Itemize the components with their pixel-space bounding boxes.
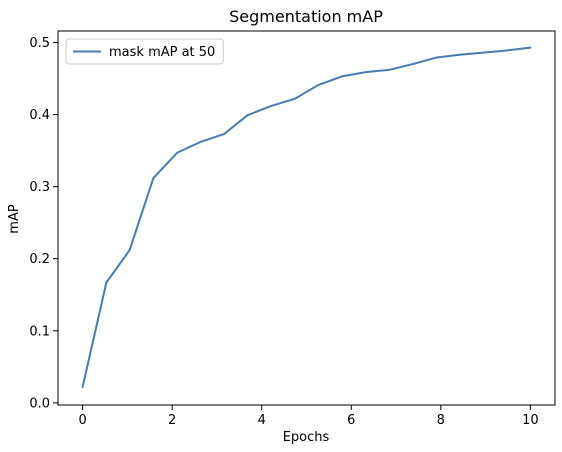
y-axis-label: mAP — [7, 204, 22, 234]
x-tick-label: 0 — [78, 413, 86, 428]
y-tick-label: 0.3 — [29, 180, 50, 195]
x-tick-label: 4 — [258, 413, 266, 428]
y-tick-label: 0.0 — [29, 396, 50, 411]
y-tick-label: 0.5 — [29, 36, 50, 51]
chart-title: Segmentation mAP — [229, 7, 383, 26]
x-tick-label: 8 — [437, 413, 445, 428]
x-tick-label: 10 — [522, 413, 539, 428]
y-tick-label: 0.4 — [29, 108, 50, 123]
x-tick-label: 2 — [168, 413, 176, 428]
y-tick-label: 0.1 — [29, 324, 50, 339]
x-axis-label: Epochs — [283, 430, 330, 445]
y-tick-label: 0.2 — [29, 252, 50, 267]
legend-label: mask mAP at 50 — [109, 45, 215, 60]
legend: mask mAP at 50 — [66, 39, 223, 64]
x-tick-label: 6 — [347, 413, 355, 428]
